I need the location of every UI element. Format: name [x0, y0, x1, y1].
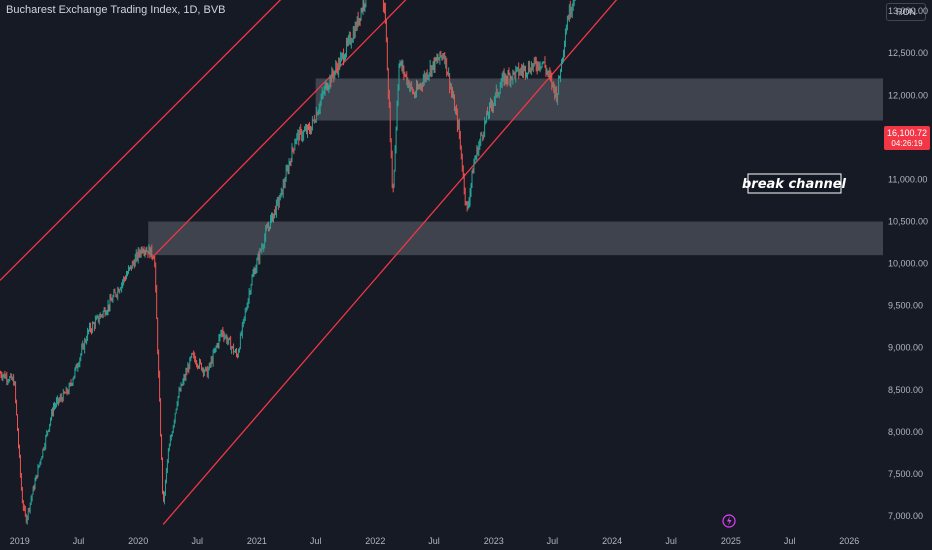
break-channel-note-text: break channel — [742, 177, 847, 192]
x-tick-label: Jul — [665, 536, 677, 546]
x-tick-label: 2023 — [484, 536, 504, 546]
x-tick-label: Jul — [73, 536, 85, 546]
x-tick-label: Jul — [428, 536, 440, 546]
y-tick-label: 12,000.00 — [888, 90, 928, 100]
last-price-label-bg — [884, 126, 930, 150]
lightning-icon-ring — [722, 514, 736, 528]
x-tick-label: Jul — [547, 536, 559, 546]
price-layer — [0, 0, 576, 525]
y-tick-label: 8,000.00 — [888, 427, 923, 437]
x-tick-label: Jul — [310, 536, 322, 546]
chart-title: Bucharest Exchange Trading Index, 1D, BV… — [6, 4, 226, 16]
x-tick-label: Jul — [784, 536, 796, 546]
support-zone-3 — [148, 221, 883, 256]
y-axis[interactable]: 18,500.0018,000.0017,500.0017,000.0016,5… — [888, 0, 928, 521]
x-axis[interactable]: 2019 Jul 2020 Jul 2021 Jul 2022 Jul 2023 Jul 2024 J… — [10, 536, 860, 546]
support-zone-2 — [315, 78, 883, 121]
x-tick-label: Jul — [191, 536, 203, 546]
y-tick-label: 7,000.00 — [888, 511, 923, 521]
y-tick-label: 12,500.00 — [888, 48, 928, 58]
x-tick-label: 2025 — [721, 536, 741, 546]
last-price-value: 16,100.72 — [887, 128, 927, 138]
x-tick-label: 2024 — [602, 536, 622, 546]
y-tick-label: 10,000.00 — [888, 259, 928, 269]
channel-line-1 — [153, 0, 407, 256]
x-tick-label: 2026 — [839, 536, 859, 546]
currency-button[interactable]: RON — [886, 3, 926, 21]
break-channel-note[interactable]: break channel — [742, 173, 847, 194]
x-tick-label: 2021 — [247, 536, 267, 546]
channel-line-2 — [162, 0, 618, 525]
countdown-value: 04:26:19 — [891, 139, 923, 148]
channel-layer — [0, 0, 618, 525]
y-tick-label: 11,000.00 — [888, 174, 927, 184]
y-tick-label: 9,000.00 — [888, 343, 923, 353]
lightning-icon[interactable] — [722, 514, 736, 528]
x-tick-label: 2022 — [365, 536, 385, 546]
lightning-icon-bolt — [727, 516, 732, 526]
last-price-label: 16,100.72 04:26:19 — [884, 126, 930, 150]
y-tick-label: 7,500.00 — [888, 469, 923, 479]
channel-line-0 — [0, 0, 282, 281]
y-tick-label: 9,500.00 — [888, 301, 923, 311]
zones-layer — [148, 78, 883, 256]
y-tick-label: 10,500.00 — [888, 217, 928, 227]
x-tick-label: 2020 — [128, 536, 148, 546]
break-channel-note-box — [747, 173, 842, 194]
x-tick-label: 2019 — [10, 536, 30, 546]
y-tick-label: 13,000.00 — [888, 6, 928, 16]
y-tick-label: 8,500.00 — [888, 385, 923, 395]
